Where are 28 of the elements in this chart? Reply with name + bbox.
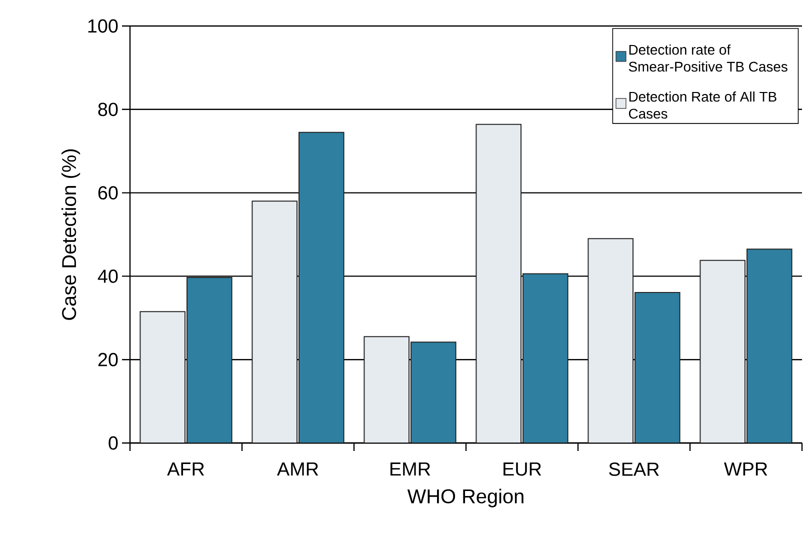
y-tick-label: 40 [98, 269, 118, 283]
bar [364, 336, 410, 443]
bar [299, 132, 344, 443]
bar [635, 292, 680, 443]
legend-label: Detection rate of Smear-Positive TB Cases [628, 44, 788, 72]
x-tick-label: SEAR [609, 462, 659, 476]
y-tick-label: 100 [88, 19, 118, 33]
bar [476, 124, 522, 443]
bar [140, 312, 186, 443]
bar [252, 201, 298, 443]
y-tick-label: 20 [98, 352, 118, 366]
bar [186, 277, 232, 443]
y-tick-label: 0 [108, 436, 118, 450]
x-tick-label: AMR [277, 462, 318, 476]
x-tick-label: EMR [390, 462, 430, 476]
bar [746, 248, 792, 443]
bar [411, 342, 456, 443]
y-tick-label: 60 [98, 186, 118, 200]
x-tick-label: AFR [167, 462, 204, 476]
x-tick-label: WPR [724, 462, 768, 476]
legend-label: Detection Rate of All TB Cases [628, 91, 776, 119]
x-tick-label: EUR [504, 462, 542, 476]
bar [700, 260, 746, 443]
y-tick-label: 80 [98, 102, 118, 116]
bar [523, 274, 568, 443]
y-axis-title: Case Detection (%) [61, 149, 80, 320]
bar [588, 238, 634, 443]
x-axis-title: WHO Region [407, 488, 524, 508]
